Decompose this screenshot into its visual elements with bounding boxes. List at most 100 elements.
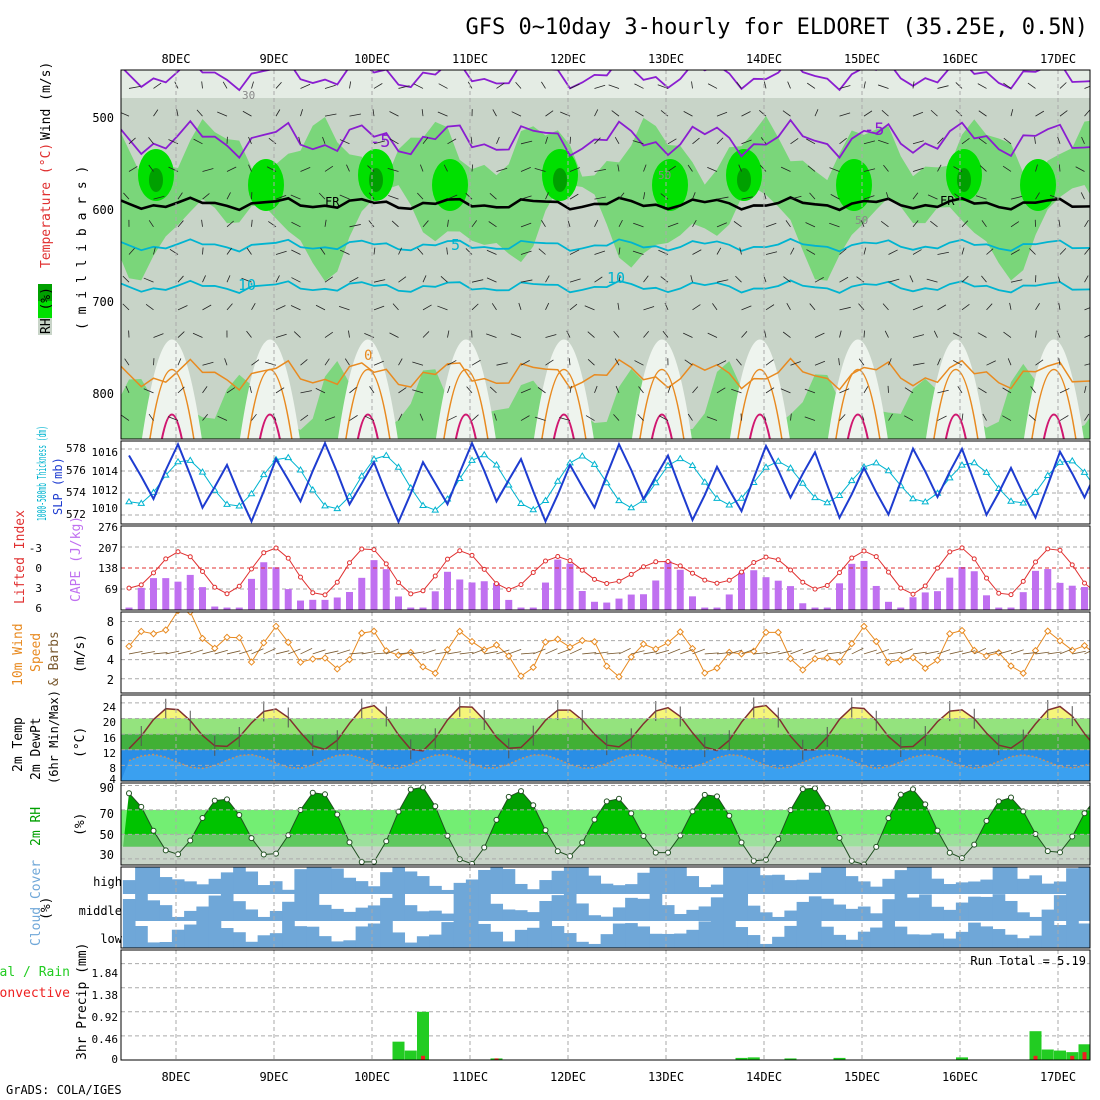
cloud-cover-bar	[514, 929, 528, 948]
cloud-cover-bar	[661, 933, 675, 948]
wind-barb	[1035, 110, 1045, 117]
rh2m-point	[138, 803, 145, 810]
wind-barb	[790, 195, 802, 200]
wind-barb	[246, 330, 252, 338]
wind-barb	[1084, 413, 1090, 421]
cape-bar	[211, 606, 219, 610]
cloud-cover-bar	[686, 876, 700, 894]
wind-speed-point	[296, 658, 305, 666]
cloud-cover-bar	[931, 933, 945, 948]
wind-barb	[128, 166, 138, 172]
cloud-cover-bar	[821, 867, 834, 894]
li-point	[347, 560, 352, 566]
wind-speed-point	[909, 653, 917, 662]
cloud-cover-bar	[710, 897, 724, 921]
wind-barb	[128, 85, 141, 89]
bottom-day-label-4: 12DEC	[550, 1070, 586, 1084]
wind-speed-point	[578, 636, 586, 645]
wind-barb	[707, 166, 718, 172]
cloud-cover-bar	[184, 881, 197, 894]
wind-barb	[814, 332, 825, 338]
wind-speed-point	[921, 664, 929, 672]
wind-barb	[790, 361, 801, 366]
wind-barb	[1084, 334, 1090, 338]
wind-barb	[398, 247, 402, 255]
precip-total-bar	[956, 1057, 968, 1060]
wind-ytick-4: 4	[107, 653, 114, 667]
cloud-cover-bar	[233, 867, 246, 894]
wind-barb	[986, 248, 994, 255]
cloud-cover-bar	[429, 885, 442, 894]
wind-barb	[780, 388, 791, 394]
li-point	[408, 591, 414, 597]
wind-barb	[398, 413, 403, 421]
precip-conv-bar	[494, 1058, 499, 1060]
cloud-cover-bar	[968, 896, 981, 921]
rh2m-line	[128, 786, 1090, 865]
wind-speed-point	[958, 626, 966, 635]
thickness-point	[676, 454, 685, 462]
wind-barb	[978, 387, 987, 394]
cape-bar	[566, 563, 574, 610]
wind-barb	[300, 414, 309, 421]
precip-total-bar	[392, 1041, 405, 1060]
wind-barb	[839, 248, 847, 255]
wind-barb	[569, 83, 580, 89]
cape-bar	[1044, 569, 1052, 610]
cloud-cover-bar	[1041, 883, 1055, 894]
cape-bar	[272, 567, 280, 610]
thickness-slp-plot	[121, 441, 1090, 524]
wind-barb	[660, 110, 669, 117]
wind-barb	[440, 276, 448, 283]
wind-barb	[124, 358, 130, 366]
contour-label-minus5-a: -5	[370, 132, 390, 152]
wind-barb	[1010, 109, 1014, 117]
wind-barb	[617, 164, 620, 172]
wind-barb	[863, 140, 876, 145]
wind-barb	[912, 81, 915, 89]
wind-barb	[1057, 136, 1061, 144]
precip-conv-bar	[1095, 1035, 1099, 1060]
precip-total-bar	[1091, 1031, 1100, 1060]
wind-barb	[704, 652, 719, 655]
wind-barb	[839, 276, 849, 283]
thickness-point	[345, 492, 354, 499]
cloud-cover-bar	[600, 916, 614, 921]
wind-barb	[1029, 248, 1036, 255]
thickness-point	[235, 502, 244, 509]
cloud-cover-bar	[563, 867, 577, 894]
cape-bar	[480, 581, 488, 610]
wind-speed-point	[603, 662, 611, 670]
li-point	[579, 567, 585, 573]
cape-bar	[811, 607, 819, 610]
wind-barb	[193, 138, 203, 145]
wind-barb	[496, 362, 508, 366]
rh2m-point	[187, 837, 194, 844]
li-point	[959, 545, 965, 551]
wind-barb	[684, 359, 693, 366]
cape-bar	[321, 599, 329, 610]
cloud-cover-bar	[576, 903, 589, 921]
wind-barb	[1010, 221, 1020, 228]
li-point	[530, 570, 536, 576]
li-point	[702, 577, 708, 583]
wind-barb	[268, 137, 277, 145]
wind-speed-point	[860, 622, 868, 631]
wind-barb	[387, 167, 399, 172]
li-point	[775, 557, 781, 563]
wind-barb	[930, 220, 938, 228]
wind-barb	[937, 304, 947, 311]
wind-barb	[389, 111, 399, 117]
precip-total-bar	[833, 1057, 846, 1060]
cloud-cover-bar	[735, 894, 749, 921]
cloud-cover-bar	[576, 941, 589, 948]
wind-barb	[594, 84, 606, 89]
cloud-cover-bar	[674, 914, 687, 921]
wind-barb	[349, 113, 362, 117]
li-point	[922, 583, 928, 589]
wind-speed-point	[260, 639, 268, 647]
rh-dry-plume	[827, 339, 888, 439]
wind-barb	[318, 192, 326, 200]
cloud-cover-bar	[184, 924, 197, 948]
thickness-point	[247, 489, 256, 497]
